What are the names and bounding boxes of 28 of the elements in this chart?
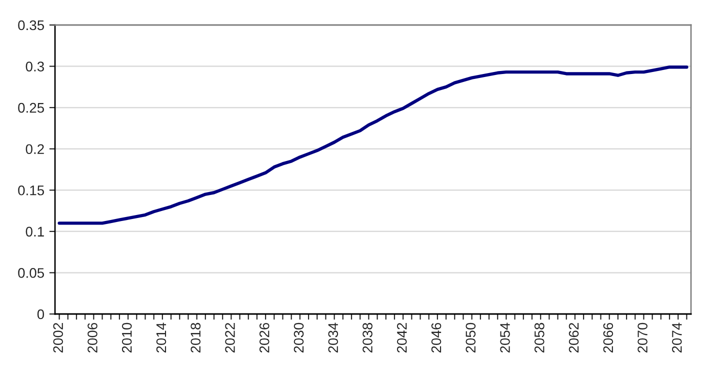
x-tick-label: 2002 — [53, 323, 64, 353]
x-tick-label: 2070 — [638, 322, 648, 353]
line-series — [58, 66, 688, 225]
x-tick-label: 2018 — [190, 322, 201, 353]
x-tick-label: 2022 — [225, 323, 235, 353]
x-tick-label: 2010 — [122, 322, 132, 353]
y-tick-label: 0.35 — [18, 20, 44, 30]
y-tick-label: 0.25 — [18, 102, 44, 113]
y-tick-label: 0.1 — [26, 226, 44, 237]
x-tick-label: 2058 — [534, 322, 544, 353]
x-tick-label: 2074 — [672, 322, 682, 353]
y-tick-label: 0.3 — [26, 62, 44, 72]
x-tick-label: 2030 — [294, 322, 304, 353]
y-tick-label: 0 — [37, 309, 44, 320]
x-tick-label: 2042 — [396, 323, 407, 353]
x-tick-label: 2066 — [603, 322, 614, 353]
x-tick-label: 2034 — [328, 322, 338, 353]
x-tick-label: 2054 — [500, 322, 510, 353]
x-tick-label: 2006 — [88, 322, 98, 353]
x-tick-label: 2062 — [568, 323, 579, 353]
x-tick-label: 2046 — [431, 322, 442, 353]
y-tick-label: 0.15 — [18, 185, 44, 196]
x-tick-label: 2014 — [156, 322, 166, 353]
x-tick-label: 2026 — [259, 322, 270, 353]
x-tick-label: 2038 — [362, 322, 372, 353]
x-tick-label: 2050 — [466, 322, 476, 353]
y-tick-label: 0.05 — [18, 268, 44, 278]
y-tick-label: 0.2 — [26, 144, 44, 154]
